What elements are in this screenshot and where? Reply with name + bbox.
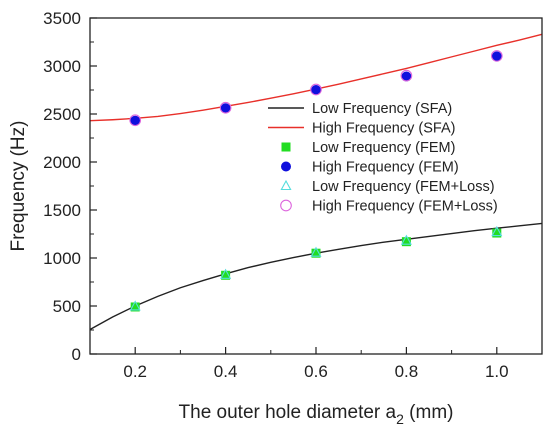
series-2-point-4 (492, 228, 502, 238)
legend-swatch-4 (280, 179, 292, 191)
legend-item-4: Low Frequency (FEM+Loss) (280, 179, 495, 195)
series-2 (130, 228, 502, 312)
y-tick-label-7: 3500 (43, 9, 81, 28)
series-5 (129, 50, 503, 127)
series-3-point-4 (491, 51, 502, 62)
y-tick-label-3: 1500 (43, 201, 81, 220)
series-3-point-1 (220, 103, 231, 114)
series-5-point-1 (219, 101, 232, 114)
series-4-point-2 (310, 246, 322, 257)
series-3-point-3 (401, 71, 412, 82)
series-5-point-3 (400, 69, 413, 82)
series-2-point-3 (401, 237, 411, 247)
series-2-point-0 (130, 302, 140, 312)
series-4-point-0 (129, 300, 141, 311)
legend-swatch-5 (280, 199, 292, 212)
legend-label-1: High Frequency (SFA) (312, 121, 455, 137)
x-axis-title-unit: (mm) (404, 402, 454, 423)
y-tick-label-4: 2000 (43, 153, 81, 172)
legend-swatch-2 (281, 142, 291, 152)
legend-item-2: Low Frequency (FEM) (281, 140, 455, 156)
x-axis-title: The outer hole diameter a2 (mm) (179, 402, 454, 427)
x-tick-label-1: 0.4 (214, 362, 238, 381)
x-tick-label-3: 0.8 (395, 362, 419, 381)
y-axis-title: Frequency (Hz) (8, 121, 29, 252)
y-tick-label-1: 500 (53, 297, 81, 316)
legend-label-0: Low Frequency (SFA) (312, 101, 452, 117)
x-tick-label-2: 0.6 (304, 362, 328, 381)
series-3-point-0 (130, 115, 141, 126)
legend: Low Frequency (SFA) High Frequency (SFA) L… (268, 101, 498, 215)
series-3 (130, 51, 502, 126)
legend-swatch-3 (281, 161, 291, 172)
legend-item-0: Low Frequency (SFA) (268, 101, 452, 117)
legend-item-3: High Frequency (FEM) (281, 160, 459, 176)
series-4 (129, 225, 503, 311)
legend-label-5: High Frequency (FEM+Loss) (312, 199, 498, 215)
y-tick-label-5: 2500 (43, 105, 81, 124)
x-axis-title-subscript: 2 (396, 411, 404, 427)
x-tick-label-0: 0.2 (123, 362, 147, 381)
series-5-point-2 (310, 83, 322, 96)
y-axis: 0 500 1000 1500 2000 2500 3000 3500 (43, 9, 97, 364)
y-tick-label-0: 0 (72, 345, 81, 364)
x-axis: 0.2 0.4 0.6 0.8 1.0 (89, 347, 543, 381)
legend-item-1: High Frequency (SFA) (268, 121, 455, 137)
y-tick-label-6: 3000 (43, 57, 81, 76)
plot-content (89, 33, 543, 331)
legend-label-4: Low Frequency (FEM+Loss) (312, 179, 495, 195)
series-4-point-1 (220, 268, 232, 279)
y-tick-label-2: 1000 (43, 249, 81, 268)
legend-label-2: Low Frequency (FEM) (312, 140, 455, 156)
series-0-line (89, 222, 543, 331)
series-5-point-0 (129, 114, 142, 127)
legend-label-3: High Frequency (FEM) (312, 160, 459, 176)
series-0 (89, 222, 543, 331)
x-axis-title-main: The outer hole diameter a (179, 402, 397, 423)
series-2-point-1 (221, 270, 231, 280)
legend-item-5: High Frequency (FEM+Loss) (280, 199, 498, 215)
series-4-point-4 (491, 225, 503, 237)
series-4-point-3 (400, 234, 412, 245)
x-tick-label-4: 1.0 (485, 362, 509, 381)
series-2-point-2 (311, 248, 321, 258)
series-3-point-2 (311, 85, 321, 95)
series-5-point-4 (490, 50, 503, 62)
